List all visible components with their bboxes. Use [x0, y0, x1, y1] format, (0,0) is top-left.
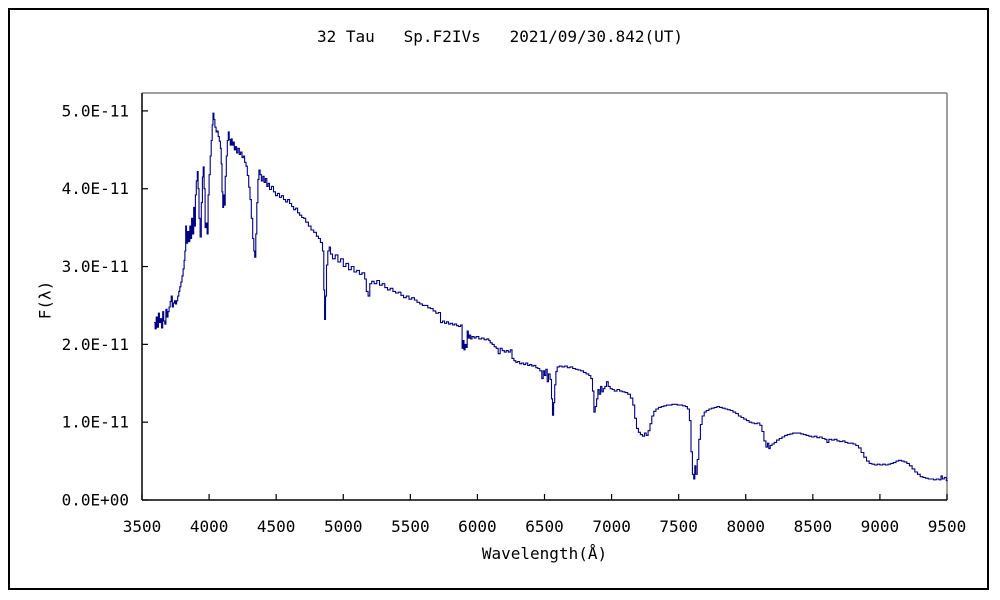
- y-tick-label: 0.0E+00: [62, 491, 129, 510]
- x-tick-label: 9000: [861, 517, 900, 536]
- chart-title: 32 Tau Sp.F2IVs 2021/09/30.842(UT): [316, 27, 684, 46]
- spectrum-line: [154, 112, 948, 482]
- x-tick-label: 8500: [794, 517, 833, 536]
- image-border: [8, 8, 989, 590]
- y-tick-label: 4.0E-11: [62, 179, 129, 198]
- y-tick-label: 5.0E-11: [62, 101, 129, 120]
- y-tick-label: 3.0E-11: [62, 257, 129, 276]
- x-tick-label: 4500: [257, 517, 296, 536]
- x-tick-label: 6000: [458, 517, 497, 536]
- x-tick-label: 9500: [928, 517, 967, 536]
- y-tick-label: 1.0E-11: [62, 413, 129, 432]
- x-tick-label: 5500: [391, 517, 430, 536]
- x-tick-label: 5000: [324, 517, 363, 536]
- x-tick-label: 7500: [659, 517, 698, 536]
- x-tick-label: 3500: [123, 517, 162, 536]
- x-tick-label: 8000: [726, 517, 765, 536]
- y-axis-title: F(λ): [35, 280, 55, 320]
- x-axis-title: Wavelength(Å): [481, 544, 608, 563]
- x-tick-label: 7000: [592, 517, 631, 536]
- x-tick-label: 4000: [190, 517, 229, 536]
- x-tick-label: 6500: [525, 517, 564, 536]
- y-tick-label: 2.0E-11: [62, 335, 129, 354]
